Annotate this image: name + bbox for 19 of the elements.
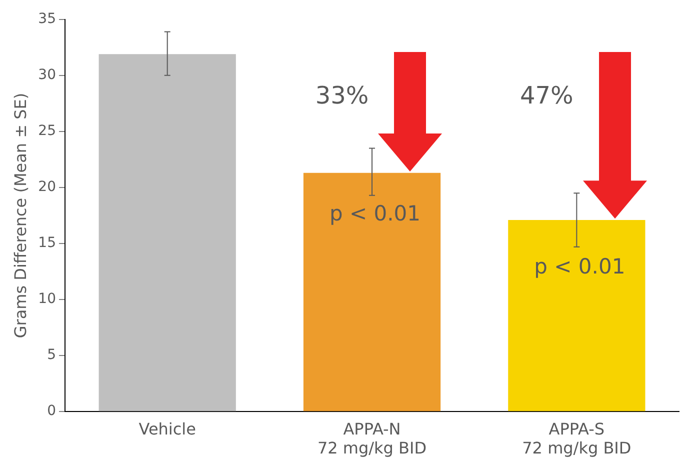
y-tick-label: 5 — [47, 347, 56, 364]
y-tick-label: 0 — [47, 403, 56, 420]
y-tick-label: 25 — [38, 123, 56, 140]
bar — [508, 220, 646, 412]
x-tick-label: APPA-N 72 mg/kg BID — [317, 419, 427, 458]
y-tick-label: 35 — [38, 11, 56, 28]
annotation: p < 0.01 — [329, 201, 421, 226]
y-tick-label: 30 — [38, 67, 56, 84]
bar — [303, 172, 441, 412]
y-tick-label: 10 — [38, 291, 56, 308]
y-axis-title: Grams Difference (Mean ± SE) — [10, 92, 30, 338]
y-tick-label: 15 — [38, 235, 56, 252]
y-tick-label: 20 — [38, 179, 56, 196]
x-tick-label: APPA-S 72 mg/kg BID — [522, 419, 632, 458]
annotation: p < 0.01 — [534, 254, 626, 278]
x-tick-label: Vehicle — [138, 419, 196, 438]
annotation: 33% — [315, 82, 369, 110]
bar — [98, 54, 236, 412]
annotation: 47% — [520, 82, 574, 110]
